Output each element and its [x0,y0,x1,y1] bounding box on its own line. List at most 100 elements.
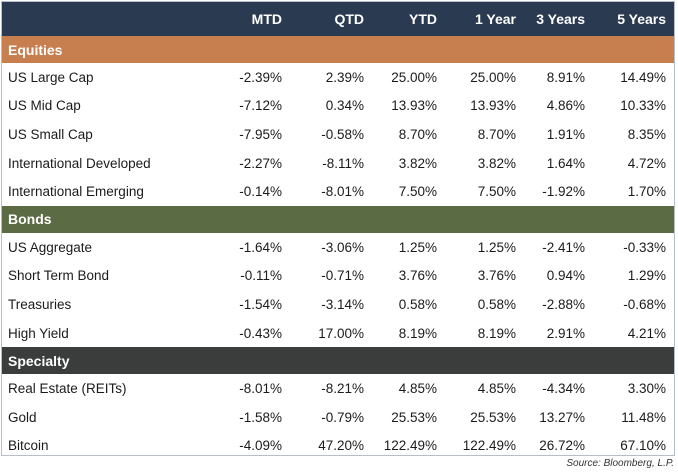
section-header-specialty: Specialty [2,347,674,375]
header-1-year: 1 Year [474,11,516,27]
cell-3y: 26.72% [539,438,585,454]
table-row: US Large Cap -2.39% 2.39% 25.00% 25.00% 8.91%… [2,63,674,92]
cell-qtd: -8.21% [321,381,364,397]
cell-mtd: -0.43% [239,325,282,341]
cell-5y: 11.48% [621,409,666,425]
cell-qtd: -0.58% [321,126,364,142]
cell-3y: -2.88% [542,296,585,312]
cell-5y: 4.21% [627,325,666,341]
cell-mtd: -1.58% [239,409,282,425]
header-row: MTD QTD YTD 1 Year 3 Years 5 Years [2,2,674,36]
table-row: Real Estate (REITs) -8.01% -8.21% 4.85% 4.85… [2,374,674,403]
cell-3y: 8.91% [546,69,585,85]
cell-ytd: 25.00% [391,69,437,85]
table-row: Treasuries -1.54% -3.14% 0.58% 0.58% -2.88% -0… [2,290,674,319]
row-label: Gold [8,409,37,425]
table-row: US Aggregate -1.64% -3.06% 1.25% 1.25% -2.41%… [2,233,674,262]
cell-1y: 3.76% [477,268,516,284]
cell-ytd: 8.70% [398,126,437,142]
cell-5y: -0.68% [623,296,666,312]
cell-qtd: -3.14% [321,296,364,312]
cell-qtd: 2.39% [325,69,364,85]
cell-qtd: -8.01% [321,184,364,200]
cell-ytd: 25.53% [391,409,437,425]
cell-mtd: -1.64% [239,239,282,255]
cell-ytd: 13.93% [391,98,437,114]
header-ytd: YTD [409,11,437,27]
returns-table: MTD QTD YTD 1 Year 3 Years 5 Years Equit… [2,2,674,460]
cell-mtd: -0.11% [240,268,282,284]
cell-ytd: 3.76% [398,268,437,284]
header-blank [2,2,210,36]
cell-1y: 7.50% [477,184,516,200]
cell-1y: 4.85% [477,381,516,397]
section-title: Equities [8,41,63,58]
row-label: High Yield [8,325,69,341]
table-row: US Small Cap -7.95% -0.58% 8.70% 8.70% 1.91% 8… [2,120,674,149]
cell-mtd: -2.27% [239,155,282,171]
section-header-bonds: Bonds [2,205,674,233]
cell-3y: 1.91% [546,126,585,142]
row-label: US Large Cap [8,69,94,85]
cell-5y: 1.70% [627,184,666,200]
header-qtd: QTD [334,11,364,27]
row-label: International Developed [8,155,151,171]
cell-5y: 3.30% [627,381,666,397]
cell-ytd: 7.50% [398,184,437,200]
row-label: International Emerging [8,184,144,200]
cell-mtd: -1.54% [239,296,282,312]
cell-5y: 1.29% [627,268,666,284]
table-row: International Developed -2.27% -8.11% 3.82%… [2,149,674,178]
cell-5y: 10.33% [620,98,666,114]
cell-ytd: 8.19% [398,325,437,341]
table-row: International Emerging -0.14% -8.01% 7.50% 7… [2,177,674,206]
header-5-years: 5 Years [617,11,666,27]
cell-mtd: -8.01% [239,381,282,397]
cell-3y: 13.27% [539,409,585,425]
table-row: US Mid Cap -7.12% 0.34% 13.93% 13.93% 4.86% 10… [2,92,674,121]
cell-qtd: 17.00% [318,325,364,341]
row-label: US Aggregate [8,239,93,255]
row-label: Short Term Bond [8,268,110,284]
cell-qtd: 47.20% [318,438,364,454]
header-mtd: MTD [251,11,282,27]
cell-1y: 13.93% [470,98,516,114]
cell-ytd: 0.58% [398,296,437,312]
row-label: Treasuries [8,296,72,312]
cell-1y: 25.00% [470,69,516,85]
cell-mtd: -0.14% [239,184,282,200]
cell-qtd: 0.34% [325,98,364,114]
cell-mtd: -4.09% [239,438,282,454]
cell-3y: 0.94% [546,268,585,284]
cell-3y: -2.41% [542,239,585,255]
cell-5y: 67.10% [620,438,666,454]
cell-5y: 8.35% [627,126,666,142]
cell-ytd: 1.25% [398,239,437,255]
cell-3y: -1.92% [542,184,585,200]
cell-ytd: 4.85% [398,381,437,397]
source-note: Source: Bloomberg, L.P. [566,458,674,469]
cell-3y: 1.64% [546,155,585,171]
cell-1y: 8.70% [477,126,516,142]
cell-1y: 3.82% [477,155,516,171]
row-label: Real Estate (REITs) [8,381,127,397]
table-row: High Yield -0.43% 17.00% 8.19% 8.19% 2.91% 4.2… [2,319,674,348]
row-label: Bitcoin [8,438,49,454]
cell-1y: 0.58% [477,296,516,312]
cell-qtd: -8.11% [322,155,364,171]
cell-3y: 4.86% [546,98,585,114]
table-body: Equities US Large Cap -2.39% 2.39% 25.00% 25.… [2,36,674,460]
section-title: Specialty [8,352,70,369]
cell-ytd: 3.82% [398,155,437,171]
table-row: Short Term Bond -0.11% -0.71% 3.76% 3.76% 0.9… [2,262,674,291]
cell-qtd: -0.79% [321,409,364,425]
cell-1y: 122.49% [462,438,516,454]
cell-1y: 1.25% [477,239,516,255]
cell-ytd: 122.49% [383,438,437,454]
header-3-years: 3 Years [536,11,585,27]
cell-5y: -0.33% [623,239,666,255]
table-frame [1,1,675,456]
section-title: Bonds [8,211,52,228]
cell-1y: 25.53% [470,409,516,425]
cell-5y: 4.72% [627,155,666,171]
